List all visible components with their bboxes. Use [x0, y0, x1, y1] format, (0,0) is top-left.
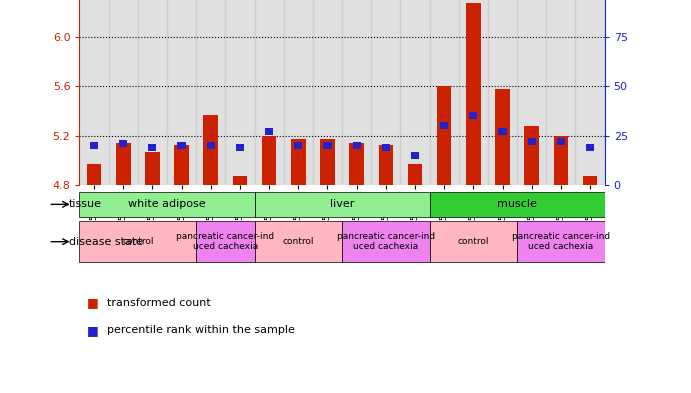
Text: disease state: disease state [69, 237, 143, 247]
Bar [108, 0, 138, 185]
Text: pancreatic cancer-ind
uced cachexia: pancreatic cancer-ind uced cachexia [512, 232, 610, 252]
Bar [400, 0, 430, 185]
Text: pancreatic cancer-ind
uced cachexia: pancreatic cancer-ind uced cachexia [337, 232, 435, 252]
Bar [149, 144, 156, 151]
Text: tissue: tissue [69, 199, 102, 209]
Text: liver: liver [330, 199, 354, 209]
Bar [116, 143, 131, 185]
Text: pancreatic cancer-ind
uced cachexia: pancreatic cancer-ind uced cachexia [176, 232, 274, 252]
Bar [517, 0, 547, 185]
Bar [430, 221, 517, 263]
Bar [119, 140, 127, 147]
Bar [138, 0, 167, 185]
Bar [87, 164, 102, 185]
Bar [203, 115, 218, 185]
Bar [495, 89, 510, 185]
Bar [196, 0, 225, 185]
Text: transformed count: transformed count [107, 298, 211, 308]
Bar [408, 164, 422, 185]
Bar [313, 0, 342, 185]
Bar [379, 145, 393, 185]
Bar [254, 192, 430, 217]
Bar [79, 192, 254, 217]
Text: percentile rank within the sample: percentile rank within the sample [107, 325, 295, 335]
Bar [381, 144, 390, 151]
Bar [342, 0, 371, 185]
Bar [430, 0, 459, 185]
Text: control: control [283, 237, 314, 246]
Bar [233, 176, 247, 185]
Bar [265, 128, 273, 135]
Bar [79, 0, 108, 185]
Text: control: control [122, 237, 153, 246]
Bar [145, 152, 160, 185]
Bar [469, 112, 477, 119]
Bar [583, 176, 597, 185]
Text: ■: ■ [86, 296, 98, 309]
Bar [488, 0, 517, 185]
Bar [524, 126, 539, 185]
Bar [557, 138, 565, 145]
Bar [236, 144, 244, 151]
Bar [440, 122, 448, 129]
Text: control: control [457, 237, 489, 246]
Bar [459, 0, 488, 185]
Bar [528, 138, 536, 145]
Bar [437, 86, 451, 185]
Text: white adipose: white adipose [128, 199, 206, 209]
Bar [207, 142, 215, 149]
Bar [371, 0, 400, 185]
Bar [196, 221, 254, 263]
Bar [466, 3, 481, 185]
Bar [323, 142, 332, 149]
Bar [284, 0, 313, 185]
Bar [576, 0, 605, 185]
Text: ■: ■ [86, 323, 98, 337]
Bar [174, 145, 189, 185]
Bar [254, 221, 342, 263]
Text: muscle: muscle [497, 199, 537, 209]
Bar [167, 0, 196, 185]
Bar [411, 152, 419, 159]
Bar [547, 0, 576, 185]
Bar [517, 221, 605, 263]
Bar [262, 136, 276, 185]
Bar [178, 142, 186, 149]
Bar [342, 221, 430, 263]
Bar [291, 139, 305, 185]
Bar [254, 0, 284, 185]
Bar [350, 143, 364, 185]
Bar [430, 192, 605, 217]
Bar [225, 0, 254, 185]
Bar [79, 221, 196, 263]
Bar [320, 139, 334, 185]
Bar [90, 142, 98, 149]
Bar [586, 144, 594, 151]
Bar [553, 136, 568, 185]
Bar [352, 142, 361, 149]
Bar [294, 142, 303, 149]
Bar [498, 128, 507, 135]
